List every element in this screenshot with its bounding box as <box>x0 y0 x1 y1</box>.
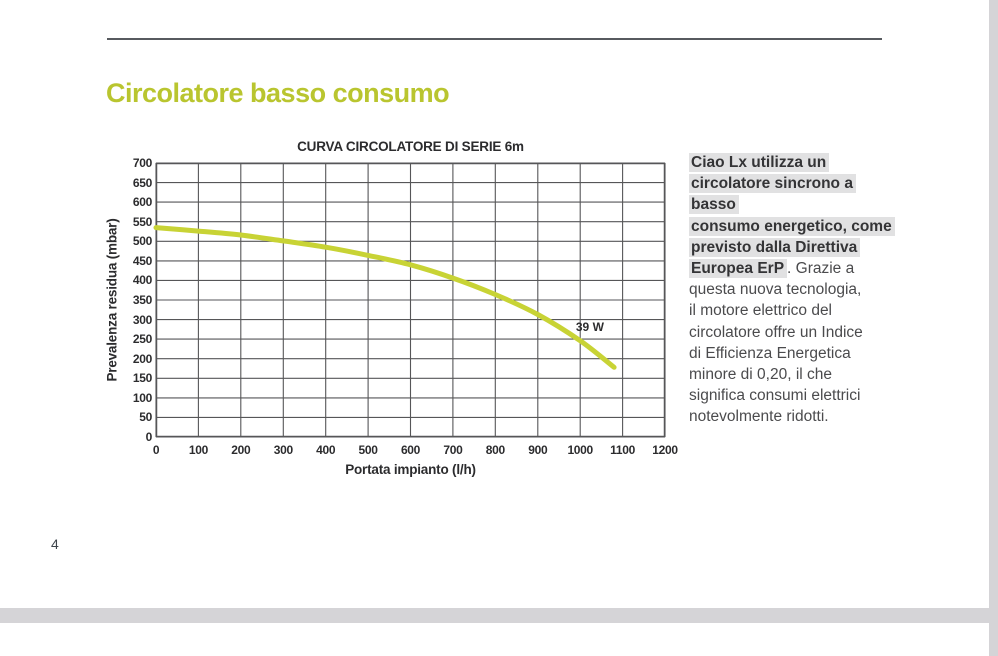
y-tick-label: 500 <box>132 234 152 249</box>
plot-area: 39 W <box>153 162 666 438</box>
y-tick-label: 350 <box>132 293 152 307</box>
x-tick-label: 500 <box>358 443 378 457</box>
bottom-gray-band <box>0 608 998 623</box>
page-number: 4 <box>51 536 59 552</box>
plot-border <box>155 162 666 438</box>
curve-power-annotation: 39 W <box>575 320 604 335</box>
x-tick-label: 1200 <box>652 443 678 457</box>
page-title: Circolatore basso consumo <box>106 78 450 108</box>
x-tick-label: 600 <box>400 443 421 457</box>
x-tick-label: 100 <box>188 443 208 457</box>
chart-title: CURVA CIRCOLATORE DI SERIE 6m <box>297 139 524 154</box>
x-axis-label: Portata impianto (l/h) <box>345 462 476 477</box>
y-tick-label: 300 <box>132 312 152 327</box>
pump-curve-line <box>153 225 617 370</box>
y-tick-label: 700 <box>132 156 152 170</box>
y-tick-label: 50 <box>139 410 152 425</box>
x-tick-label: 200 <box>231 443 251 457</box>
x-tick-label: 900 <box>528 443 548 457</box>
y-tick-label: 200 <box>132 351 152 366</box>
y-tick-label: 450 <box>132 253 152 268</box>
description-text: Ciao Lx utilizza un circolatore sincrono… <box>689 152 901 428</box>
y-tick-label: 650 <box>132 175 152 190</box>
right-gray-band <box>989 0 998 656</box>
x-tick-label: 700 <box>443 443 463 457</box>
x-tick-label: 1100 <box>610 443 636 457</box>
x-tick-label: 300 <box>273 443 293 457</box>
curve-plot-svg <box>153 162 666 438</box>
x-tick-label: 1000 <box>567 443 593 457</box>
description-regular-text: . Grazie a questa nuova tecnologia, il m… <box>689 260 863 426</box>
y-tick-label: 600 <box>132 195 152 210</box>
x-tick-label: 400 <box>316 443 336 457</box>
x-tick-label: 0 <box>152 443 160 457</box>
y-tick-label: 150 <box>132 371 152 386</box>
header-rule <box>107 38 882 40</box>
y-tick-label: 250 <box>132 332 152 347</box>
y-tick-label: 0 <box>145 430 153 444</box>
y-tick-label: 550 <box>132 214 152 229</box>
y-tick-label: 100 <box>132 390 152 405</box>
x-tick-label: 800 <box>485 443 505 457</box>
y-tick-label: 400 <box>132 273 152 288</box>
